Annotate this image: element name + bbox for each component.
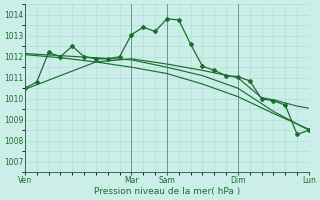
X-axis label: Pression niveau de la mer( hPa ): Pression niveau de la mer( hPa ) xyxy=(94,187,240,196)
